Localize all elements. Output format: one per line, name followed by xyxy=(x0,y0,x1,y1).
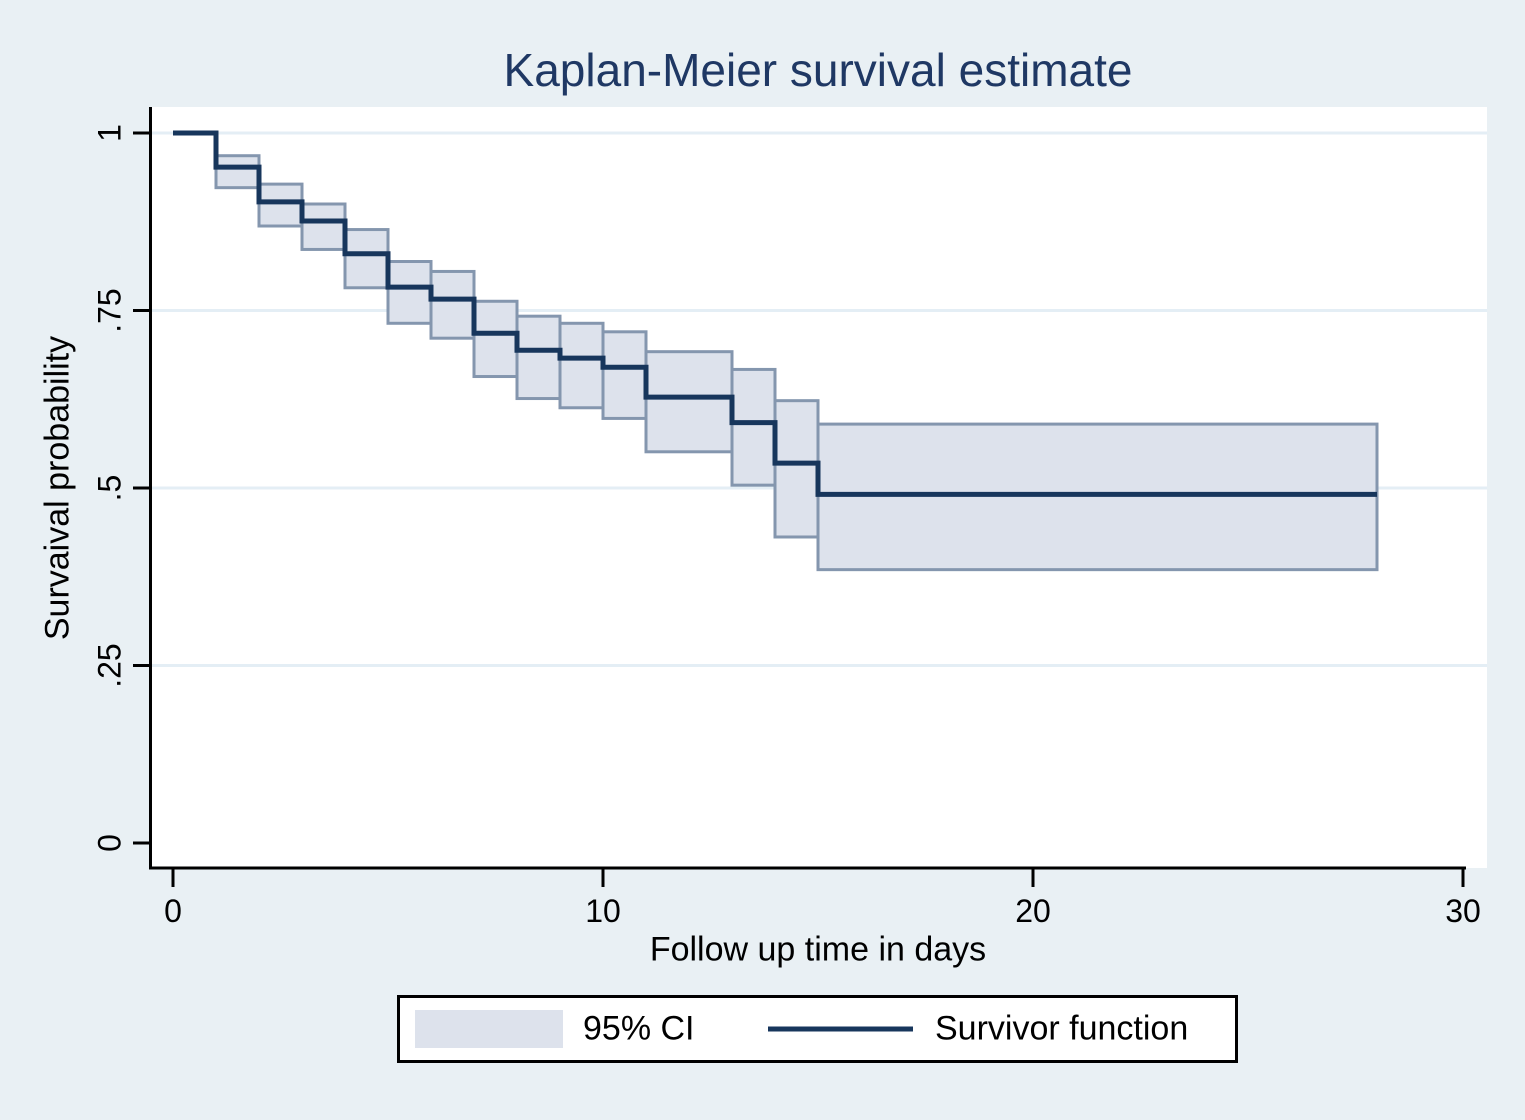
ci-band-rect xyxy=(601,330,648,420)
y-axis-title: Survaival probability xyxy=(38,335,77,641)
x-axis-title: Follow up time in days xyxy=(649,930,987,969)
ci-band-rect xyxy=(472,299,519,379)
legend: 95% CI Survivor function xyxy=(397,995,1238,1063)
x-tick-label: 20 xyxy=(1015,893,1051,929)
ci-band-rect xyxy=(343,228,390,290)
y-tick-label: .25 xyxy=(91,643,127,687)
ci-band-rect xyxy=(300,202,347,251)
x-tick-label: 30 xyxy=(1445,893,1481,929)
ci-band-rect xyxy=(429,269,476,340)
ci-band-rect xyxy=(730,367,777,487)
ci-band-swatch xyxy=(415,1010,563,1048)
chart-title: Kaplan-Meier survival estimate xyxy=(503,44,1133,96)
survivor-line-swatch xyxy=(768,1026,913,1032)
ci-band-rect xyxy=(773,399,820,539)
ci-band-rect xyxy=(515,314,562,401)
ci-band-rect xyxy=(257,182,304,228)
legend-label-survivor: Survivor function xyxy=(935,1009,1189,1048)
ci-band-rect xyxy=(644,350,734,454)
y-tick-label: .75 xyxy=(91,288,127,332)
y-tick-label: .5 xyxy=(91,475,127,502)
x-tick-label: 10 xyxy=(585,893,621,929)
survivor-step-line xyxy=(173,130,1377,497)
y-tick-label: 1 xyxy=(91,124,127,142)
ci-band-rect xyxy=(558,321,605,410)
legend-label-ci: 95% CI xyxy=(583,1009,695,1048)
y-tick-label: 0 xyxy=(91,834,127,852)
x-tick-label: 0 xyxy=(164,893,182,929)
ci-band-rect xyxy=(214,154,261,190)
ci-band-rect xyxy=(386,260,433,325)
